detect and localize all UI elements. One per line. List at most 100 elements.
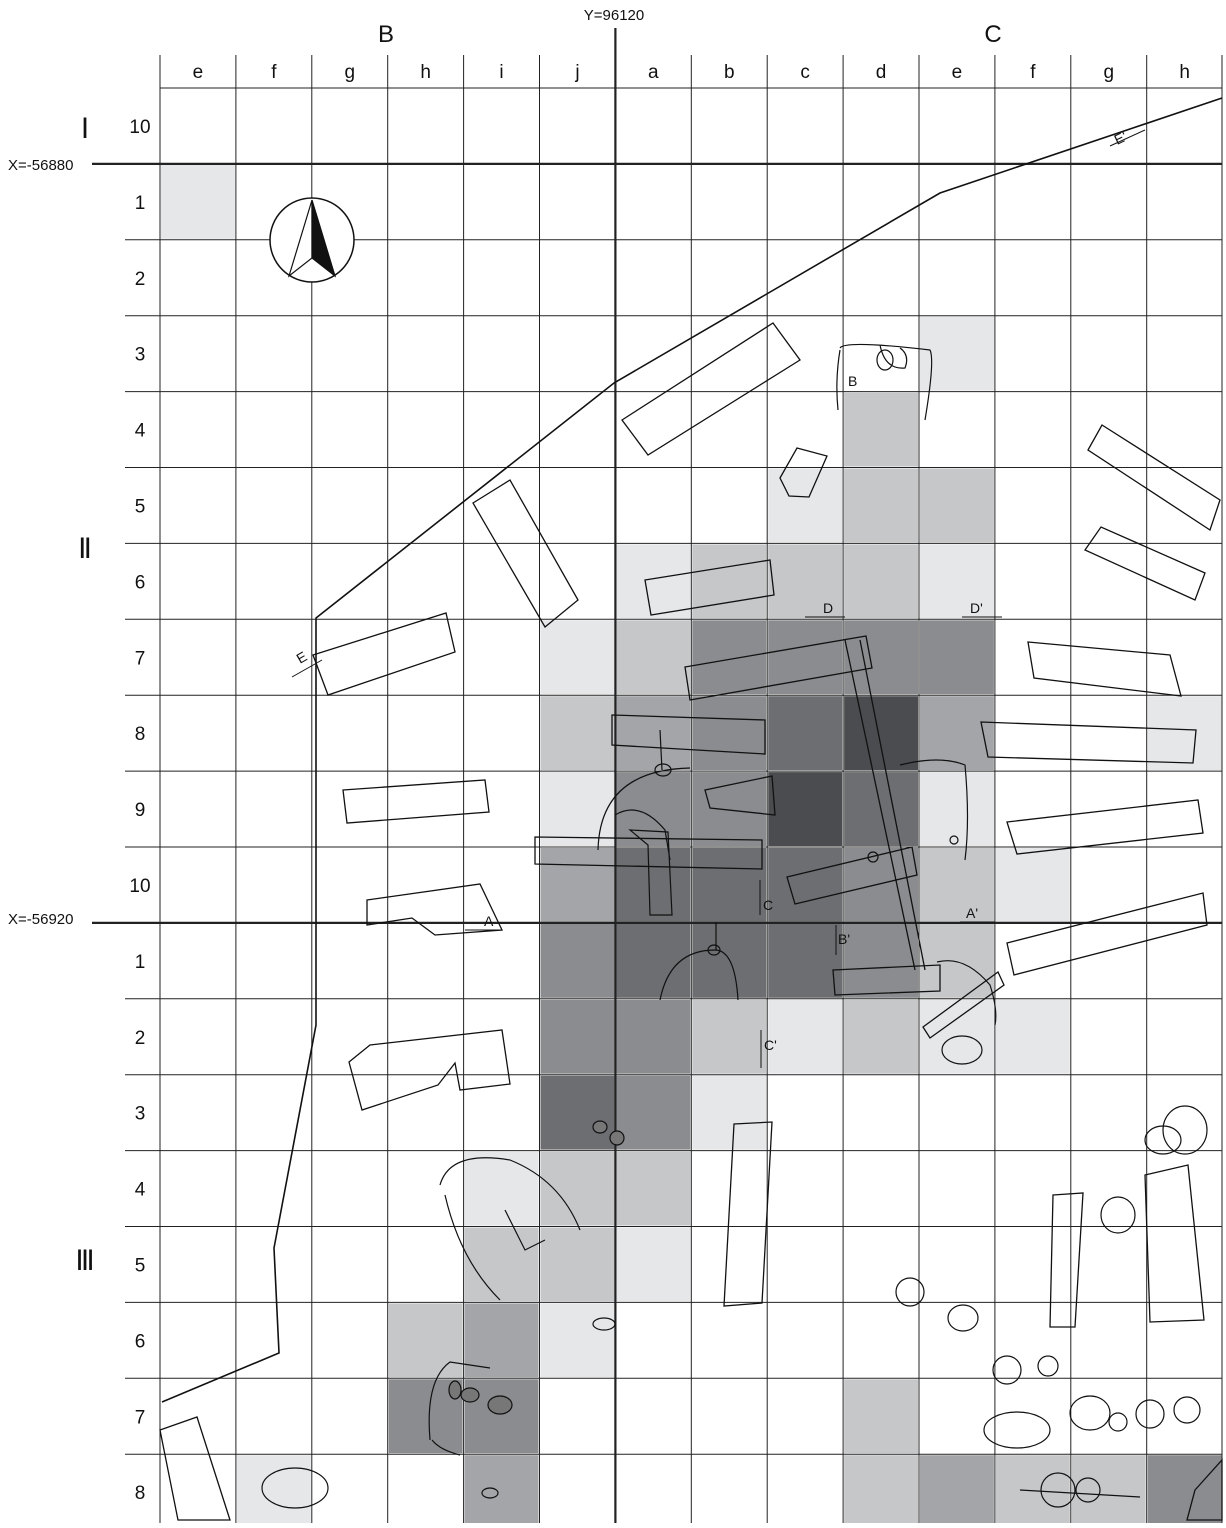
feature-structure [836, 343, 933, 421]
y-coordinate-label: Y=96120 [584, 7, 644, 24]
trench [1084, 526, 1206, 601]
row-labels: 10 1 2 3 4 5 6 7 8 9 10 1 2 3 4 5 6 7 8 [129, 117, 150, 1504]
shaded-cell [920, 772, 994, 846]
pit [1040, 1472, 1076, 1508]
shaded-cell [692, 620, 767, 695]
pit [895, 1277, 925, 1307]
trench [1087, 424, 1221, 532]
shaded-cell [692, 999, 767, 1074]
pit [654, 763, 672, 777]
shaded-cell [768, 999, 843, 1074]
shaded-cell [844, 848, 918, 922]
pit [1069, 1395, 1111, 1431]
shaded-cell [692, 772, 767, 846]
pit [609, 1130, 625, 1146]
pit [261, 1467, 329, 1509]
feature-wall [439, 1157, 581, 1301]
pit [1173, 1396, 1201, 1424]
section-marker-a-prime: A' [966, 905, 978, 921]
column-label: f [1030, 62, 1036, 83]
trench [704, 775, 776, 816]
column-label: a [648, 62, 659, 83]
section-marker-e-prime: E' [1112, 128, 1130, 148]
big-column-label-b: B [378, 21, 394, 48]
shaded-cell [540, 772, 615, 846]
shaded-cell [464, 1303, 539, 1378]
section-marker-e: E [294, 648, 310, 667]
pit [941, 1035, 983, 1065]
column-label: g [344, 62, 355, 83]
shaded-cell [768, 696, 843, 771]
column-label: e [952, 62, 963, 83]
section-label-2: Ⅱ [78, 534, 92, 565]
shaded-cell [692, 1075, 767, 1150]
trench [312, 612, 456, 696]
column-label: e [193, 62, 204, 83]
shaded-cells [161, 164, 1222, 1523]
trench-diagonal [844, 639, 916, 971]
pit [481, 1487, 499, 1499]
section-line [1109, 129, 1146, 147]
row-label: 9 [135, 800, 146, 821]
row-label: 5 [135, 1255, 146, 1276]
row-label: 8 [135, 724, 146, 745]
shaded-cell [692, 848, 767, 922]
pit [592, 1317, 616, 1331]
row-label: 2 [135, 1028, 146, 1049]
shaded-cell [844, 620, 918, 695]
trench [723, 1121, 773, 1307]
shaded-cell [920, 468, 994, 543]
column-label: b [724, 62, 735, 83]
shaded-cell [768, 772, 843, 846]
trench [832, 964, 941, 996]
pit [460, 1387, 480, 1403]
trench [779, 447, 828, 498]
pit [1108, 1412, 1128, 1432]
pit [1075, 1477, 1101, 1503]
pit [949, 835, 959, 845]
x-coordinate-label-bottom: X=-56920 [8, 911, 73, 928]
trench [980, 721, 1197, 764]
shaded-cell [844, 1455, 918, 1523]
pit [1135, 1399, 1165, 1429]
row-label: 10 [129, 876, 150, 897]
shaded-cell [920, 316, 994, 391]
feature-wall [899, 759, 997, 1026]
pit [947, 1304, 979, 1332]
big-column-label-c: C [984, 21, 1001, 48]
shaded-cell [768, 620, 843, 695]
trench [621, 322, 801, 456]
shaded-cell [540, 1303, 615, 1378]
section-marker-d-prime: D' [970, 600, 983, 616]
shaded-cell [464, 1151, 539, 1226]
shaded-cell [844, 544, 918, 619]
section-label-3: Ⅲ [75, 1246, 94, 1277]
big-column-labels: B C [378, 21, 1002, 48]
column-label: j [574, 62, 579, 83]
feature-wall [659, 949, 739, 1001]
shaded-cell [920, 848, 994, 922]
row-label: 4 [135, 421, 146, 442]
section-marker-b-prime: B' [838, 931, 850, 947]
pit [1162, 1105, 1208, 1155]
shaded-cell [540, 1075, 615, 1150]
trench [366, 883, 503, 936]
trench [1049, 1192, 1084, 1328]
trench [644, 559, 775, 616]
row-label: 6 [135, 1331, 146, 1352]
trench [534, 836, 763, 870]
shaded-cell [920, 620, 994, 695]
boundary-line [161, 97, 1223, 1403]
trench [922, 971, 1005, 1039]
shaded-cell [161, 164, 235, 239]
shaded-cell [768, 544, 843, 619]
shaded-cell [844, 923, 918, 998]
shaded-cell [844, 1379, 918, 1454]
shaded-cell [540, 696, 615, 771]
trench-diagonal [859, 639, 926, 971]
column-label: h [420, 62, 431, 83]
north-arrow-icon [269, 197, 355, 283]
trench [472, 479, 579, 628]
column-label: d [876, 62, 887, 83]
